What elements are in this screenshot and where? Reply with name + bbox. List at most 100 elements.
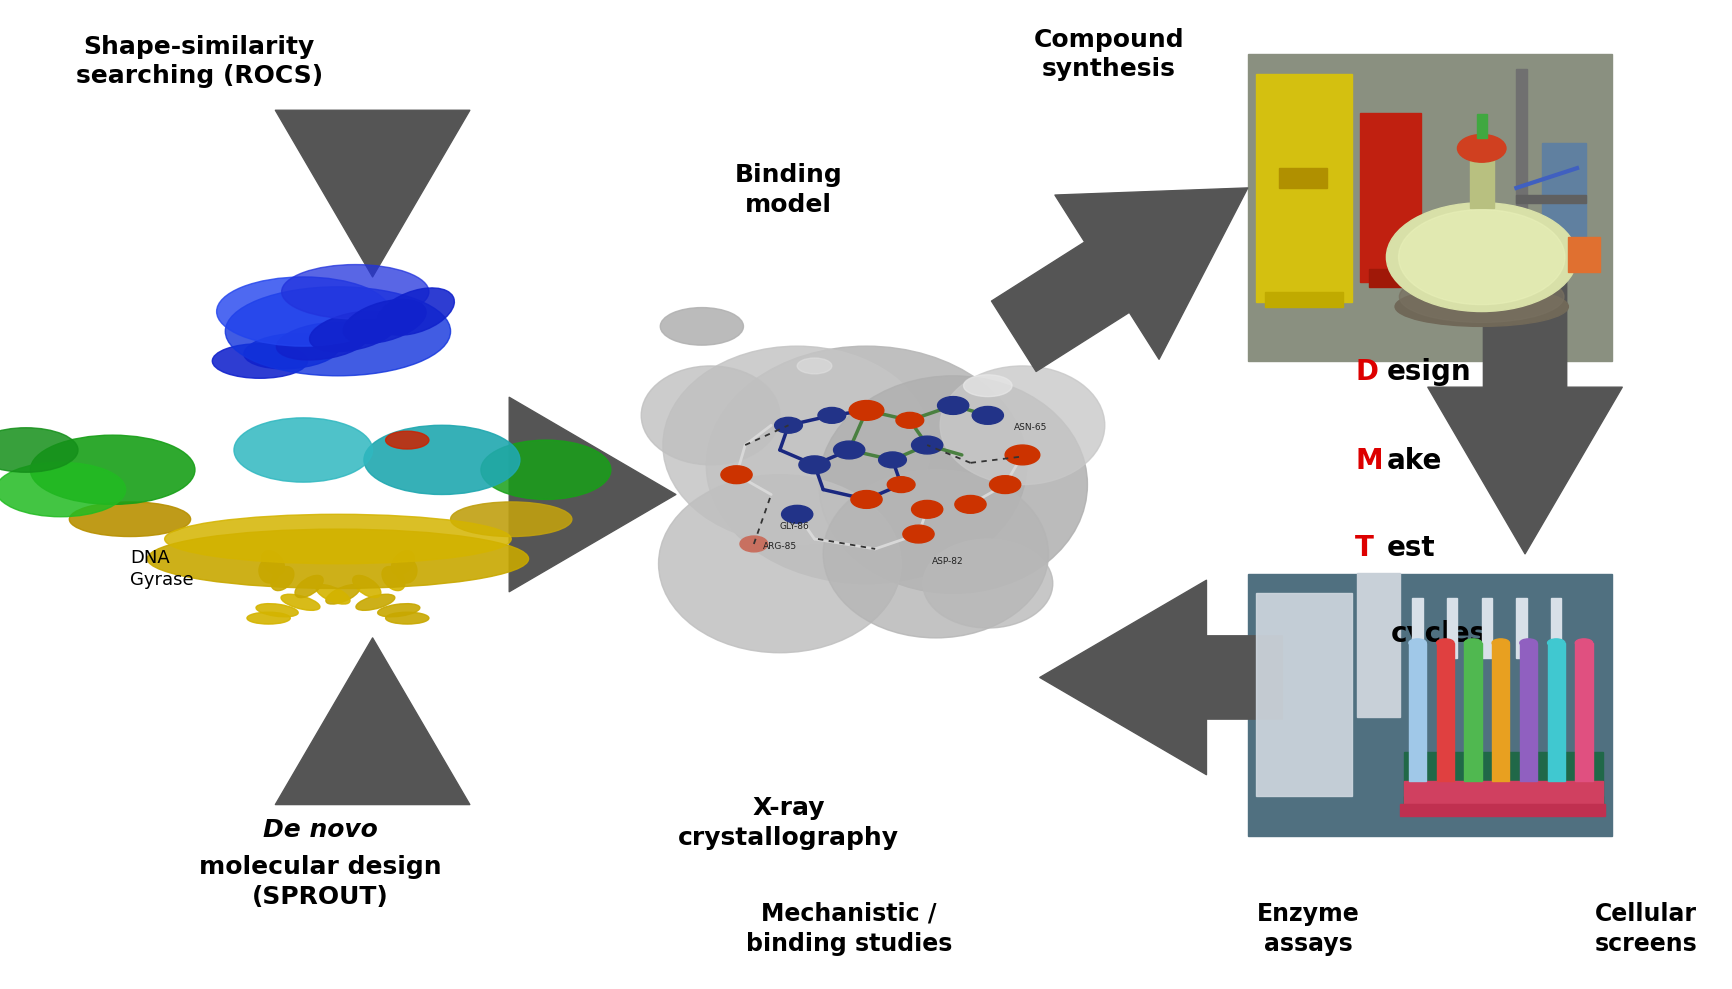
Bar: [1567, 237, 1599, 272]
Ellipse shape: [1491, 639, 1509, 647]
Ellipse shape: [797, 358, 831, 374]
Bar: [1412, 598, 1422, 658]
Ellipse shape: [819, 376, 1088, 593]
Ellipse shape: [641, 366, 779, 465]
Circle shape: [849, 401, 883, 420]
Ellipse shape: [355, 594, 395, 610]
Text: M: M: [1354, 447, 1382, 475]
Text: cycles: cycles: [1389, 620, 1486, 648]
Bar: [1278, 168, 1327, 188]
Ellipse shape: [225, 287, 450, 376]
Ellipse shape: [385, 431, 430, 449]
Ellipse shape: [1547, 639, 1564, 647]
Bar: [1491, 643, 1509, 781]
Ellipse shape: [1519, 639, 1536, 647]
Ellipse shape: [281, 594, 320, 610]
Circle shape: [989, 476, 1020, 494]
Text: Shape-similarity
searching (ROCS): Shape-similarity searching (ROCS): [76, 35, 322, 88]
Circle shape: [972, 406, 1003, 424]
Ellipse shape: [326, 584, 360, 604]
Ellipse shape: [658, 475, 901, 653]
Bar: [1550, 598, 1561, 658]
Circle shape: [798, 456, 830, 474]
Ellipse shape: [397, 558, 417, 584]
Text: ASN-65: ASN-65: [1013, 423, 1046, 432]
Ellipse shape: [381, 567, 405, 590]
Ellipse shape: [1436, 639, 1453, 647]
Circle shape: [781, 505, 812, 523]
Bar: [1464, 643, 1481, 781]
Ellipse shape: [258, 558, 279, 584]
Circle shape: [902, 525, 934, 543]
Ellipse shape: [0, 427, 78, 472]
Text: Binding
model: Binding model: [734, 163, 842, 217]
Ellipse shape: [1574, 639, 1592, 647]
Text: De novo: De novo: [263, 818, 378, 842]
Ellipse shape: [165, 514, 511, 564]
Ellipse shape: [315, 584, 350, 604]
Circle shape: [1398, 210, 1564, 305]
Bar: [1247, 54, 1611, 361]
Ellipse shape: [450, 502, 572, 536]
Bar: [1368, 269, 1412, 287]
Text: esign: esign: [1386, 358, 1470, 386]
Circle shape: [937, 397, 968, 414]
Ellipse shape: [662, 346, 932, 544]
Text: Mechanistic /
binding studies: Mechanistic / binding studies: [745, 902, 953, 955]
Ellipse shape: [660, 308, 743, 345]
Ellipse shape: [385, 612, 430, 624]
Circle shape: [954, 495, 986, 513]
Text: D: D: [1354, 358, 1377, 386]
Bar: [1574, 643, 1592, 781]
Bar: [1247, 574, 1611, 836]
Bar: [1541, 143, 1585, 242]
Ellipse shape: [310, 312, 397, 351]
Ellipse shape: [31, 435, 194, 504]
Bar: [1481, 598, 1491, 658]
Circle shape: [833, 441, 864, 459]
Bar: [1469, 153, 1493, 208]
Text: est: est: [1386, 534, 1434, 562]
Ellipse shape: [244, 333, 338, 369]
Ellipse shape: [270, 567, 294, 590]
Ellipse shape: [481, 440, 610, 499]
Text: GLY-86: GLY-86: [779, 522, 809, 531]
Circle shape: [721, 466, 752, 484]
Ellipse shape: [364, 425, 520, 494]
Bar: [1256, 74, 1351, 302]
Ellipse shape: [275, 322, 369, 360]
Bar: [1436, 643, 1453, 781]
Circle shape: [774, 417, 802, 433]
Text: ASP-82: ASP-82: [932, 557, 963, 566]
Ellipse shape: [213, 344, 308, 378]
Circle shape: [911, 436, 942, 454]
Ellipse shape: [234, 417, 372, 482]
Ellipse shape: [707, 346, 1025, 584]
Ellipse shape: [378, 288, 454, 335]
Ellipse shape: [1408, 639, 1425, 647]
Ellipse shape: [262, 551, 284, 575]
Text: molecular design
(SPROUT): molecular design (SPROUT): [199, 855, 442, 909]
Text: ake: ake: [1386, 447, 1441, 475]
Ellipse shape: [378, 603, 419, 617]
Bar: [1408, 643, 1425, 781]
Ellipse shape: [294, 576, 322, 597]
Bar: [1256, 593, 1351, 796]
Bar: [1264, 292, 1342, 307]
Bar: [1476, 114, 1486, 138]
Bar: [1516, 69, 1526, 297]
Circle shape: [878, 452, 906, 468]
Bar: [1403, 796, 1602, 811]
Text: DNA
Gyrase: DNA Gyrase: [130, 549, 194, 589]
Bar: [1399, 804, 1604, 816]
Circle shape: [911, 500, 942, 518]
Ellipse shape: [353, 576, 381, 597]
Bar: [1547, 643, 1564, 781]
Ellipse shape: [343, 300, 426, 343]
Bar: [1516, 598, 1526, 658]
Bar: [1516, 195, 1585, 203]
Circle shape: [1457, 135, 1505, 162]
Bar: [1356, 573, 1399, 717]
Bar: [1403, 781, 1602, 811]
Ellipse shape: [923, 539, 1053, 628]
